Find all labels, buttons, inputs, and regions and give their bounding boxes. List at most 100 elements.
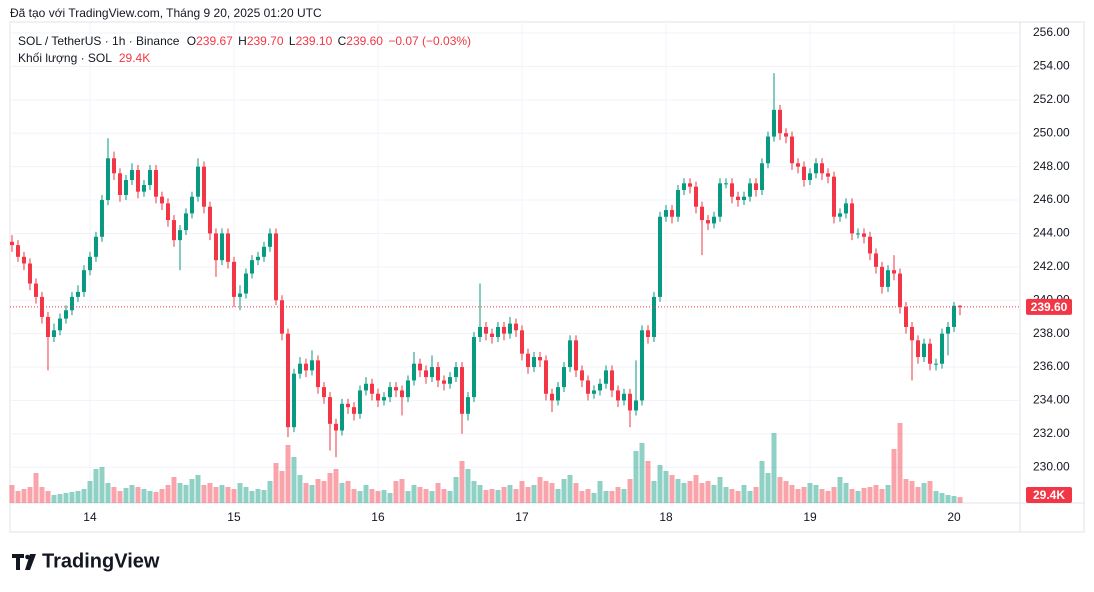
- candle-body: [417, 363, 422, 371]
- volume-bar: [687, 481, 693, 503]
- candle-body: [333, 423, 338, 431]
- candle-body: [363, 383, 368, 391]
- volume-bar: [147, 491, 153, 503]
- volume-bar: [921, 483, 927, 503]
- candle-body: [663, 210, 668, 217]
- volume-bar: [351, 489, 357, 503]
- last-volume-tag: [1026, 487, 1072, 503]
- volume-bar: [843, 483, 849, 503]
- candle-body: [741, 196, 746, 201]
- candle-body: [135, 169, 140, 192]
- y-tick-label: 250.00: [1033, 125, 1070, 139]
- volume-bar: [669, 475, 675, 503]
- volume-bar: [645, 461, 651, 503]
- candle-body: [201, 166, 206, 207]
- volume-bar: [423, 489, 429, 503]
- volume-bar: [693, 475, 699, 503]
- volume-bar: [441, 489, 447, 503]
- candle-body: [141, 185, 146, 192]
- candle-body: [759, 163, 764, 191]
- volume-bar: [327, 473, 333, 503]
- volume-bar: [243, 487, 249, 503]
- candle-body: [447, 377, 452, 384]
- logo-icon: [12, 554, 36, 570]
- volume-bar: [753, 487, 759, 503]
- candle-body: [153, 169, 158, 197]
- x-tick-label: 16: [371, 510, 385, 524]
- candle-body: [93, 236, 98, 257]
- candle-body: [345, 403, 350, 408]
- volume-bar: [513, 489, 519, 503]
- candle-body: [789, 136, 794, 164]
- volume-bar: [207, 483, 213, 503]
- candle-body: [405, 380, 410, 398]
- candle-body: [375, 393, 380, 401]
- candle-body: [249, 260, 254, 274]
- candle-body: [285, 333, 290, 428]
- volume-bar: [339, 483, 345, 503]
- volume-bar: [477, 485, 483, 503]
- volume-bar: [609, 491, 615, 503]
- candle-body: [675, 190, 680, 217]
- volume-bar: [885, 485, 891, 503]
- candle-body: [207, 206, 212, 234]
- candle-body: [261, 246, 266, 257]
- candle-body: [561, 367, 566, 388]
- candle-body: [51, 330, 56, 337]
- volume-bar: [39, 487, 45, 503]
- legend-key: C: [338, 34, 347, 48]
- candle-body: [243, 273, 248, 294]
- volume-bar: [177, 483, 183, 503]
- volume-bar: [891, 449, 897, 503]
- volume-bar: [255, 489, 261, 503]
- candle-body: [723, 183, 728, 185]
- candle-body: [99, 200, 104, 237]
- volume-bar: [153, 492, 159, 503]
- candle-body: [783, 133, 788, 137]
- candle-body: [657, 216, 662, 297]
- candle-body: [117, 173, 122, 196]
- candle-body: [543, 360, 548, 394]
- candle-body: [591, 390, 596, 394]
- candle-body: [651, 296, 656, 337]
- candle-body: [891, 270, 896, 274]
- volume-bar: [183, 485, 189, 503]
- volume-bar: [663, 471, 669, 503]
- volume-bar: [489, 489, 495, 503]
- candle-body: [753, 183, 758, 191]
- volume-bar: [357, 491, 363, 503]
- volume-bar: [705, 481, 711, 503]
- y-tick-label: 234.00: [1033, 393, 1070, 407]
- volume-legend-name: Khối lượng · SOL: [18, 51, 112, 65]
- logo: TradingView: [12, 550, 160, 572]
- candle-body: [39, 296, 44, 317]
- volume-bar: [699, 483, 705, 503]
- candle-body: [327, 397, 332, 424]
- candle-body: [573, 340, 578, 371]
- candle-body: [801, 166, 806, 180]
- frame: [9, 21, 1085, 533]
- candle-body: [435, 367, 440, 381]
- volume-bar: [225, 487, 231, 503]
- volume-bar: [51, 495, 57, 503]
- candle-body: [525, 353, 530, 368]
- volume-bar: [561, 479, 567, 503]
- candle-body: [279, 300, 284, 334]
- candle-body: [111, 158, 116, 174]
- candle-body: [909, 326, 914, 341]
- volume-bar: [783, 481, 789, 503]
- volume-bar: [543, 481, 549, 503]
- volume-bar: [717, 477, 723, 503]
- volume-bar: [747, 491, 753, 503]
- volume-bar: [15, 491, 21, 503]
- volume-bar: [435, 483, 441, 503]
- candle-body: [225, 233, 230, 262]
- candle-body: [669, 210, 674, 217]
- volume-bar: [369, 489, 375, 503]
- candle-body: [843, 203, 848, 214]
- candle-body: [213, 233, 218, 261]
- candle-body: [567, 340, 572, 368]
- candle-body: [381, 397, 386, 401]
- volume-bar: [759, 461, 765, 503]
- volume-bar: [75, 491, 81, 503]
